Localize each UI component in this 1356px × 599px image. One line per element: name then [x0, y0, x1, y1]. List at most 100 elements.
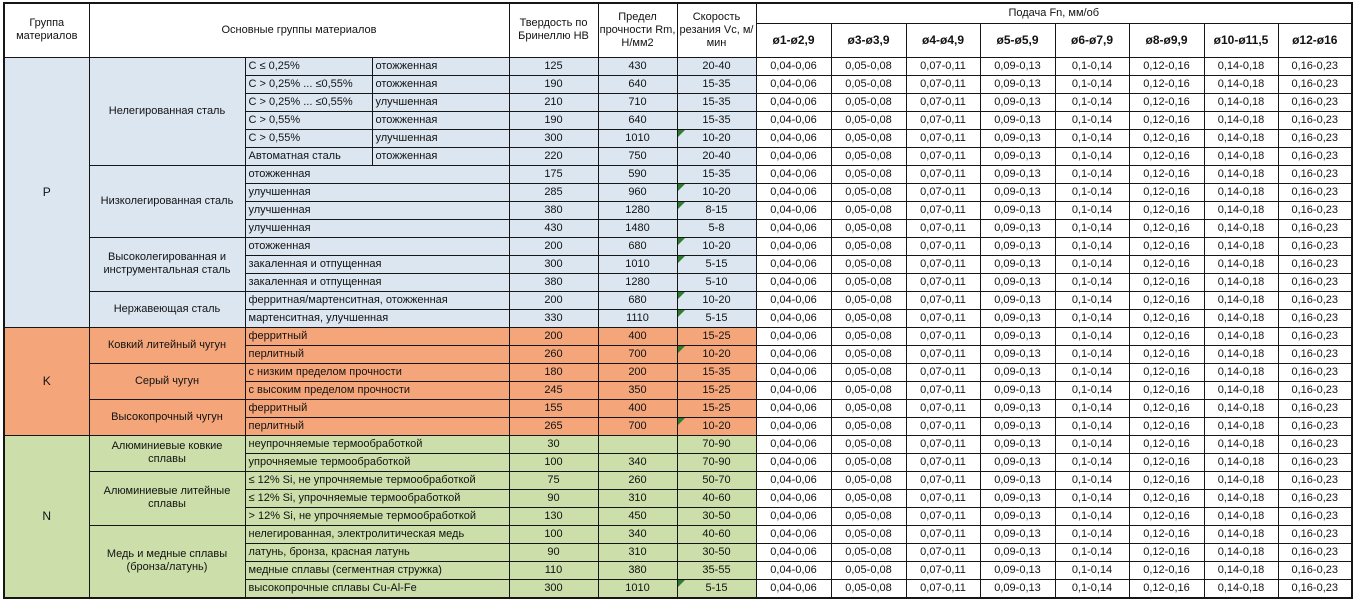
- strength-cell[interactable]: 700: [597, 416, 678, 436]
- feed-cell[interactable]: 0,16-0,23: [1277, 506, 1353, 526]
- feed-cell[interactable]: 0,1-0,14: [1054, 452, 1130, 472]
- header-cell-strength[interactable]: Предел прочности Rm, Н/мм2: [597, 2, 678, 58]
- feed-cell[interactable]: 0,16-0,23: [1277, 434, 1353, 454]
- material-detail-cell[interactable]: медные сплавы (сегментная стружка): [244, 560, 510, 580]
- feed-cell[interactable]: 0,05-0,08: [830, 380, 907, 400]
- feed-cell[interactable]: 0,12-0,16: [1128, 218, 1205, 238]
- strength-cell[interactable]: [597, 434, 678, 454]
- feed-cell[interactable]: 0,07-0,11: [905, 272, 981, 292]
- feed-cell[interactable]: 0,05-0,08: [830, 344, 907, 364]
- hardness-cell[interactable]: 90: [508, 542, 599, 562]
- subgroup-name-cell[interactable]: Серый чугун: [88, 362, 246, 400]
- feed-cell[interactable]: 0,14-0,18: [1203, 344, 1279, 364]
- feed-cell[interactable]: 0,05-0,08: [830, 110, 907, 130]
- feed-cell[interactable]: 0,12-0,16: [1128, 344, 1205, 364]
- feed-cell[interactable]: 0,12-0,16: [1128, 128, 1205, 148]
- material-detail-cell[interactable]: Автоматная сталь: [244, 146, 373, 166]
- feed-cell[interactable]: 0,07-0,11: [905, 524, 981, 544]
- speed-cell[interactable]: 70-90: [676, 434, 757, 454]
- feed-cell[interactable]: 0,16-0,23: [1277, 524, 1353, 544]
- feed-cell[interactable]: 0,12-0,16: [1128, 182, 1205, 202]
- hardness-cell[interactable]: 190: [508, 110, 599, 130]
- speed-cell[interactable]: 20-40: [676, 56, 757, 76]
- material-state-cell[interactable]: отожженная: [371, 146, 510, 166]
- feed-cell[interactable]: 0,04-0,06: [755, 218, 832, 238]
- speed-cell[interactable]: 15-35: [676, 74, 757, 94]
- strength-cell[interactable]: 590: [597, 164, 678, 184]
- speed-cell[interactable]: 10-20: [676, 344, 757, 364]
- subgroup-name-cell[interactable]: Алюминиевые ковкие сплавы: [88, 434, 246, 472]
- feed-cell[interactable]: 0,12-0,16: [1128, 452, 1205, 472]
- feed-cell[interactable]: 0,05-0,08: [830, 182, 907, 202]
- feed-cell[interactable]: 0,04-0,06: [755, 254, 832, 274]
- material-detail-cell[interactable]: нелегированная, электролитическая медь: [244, 524, 510, 544]
- feed-cell[interactable]: 0,16-0,23: [1277, 146, 1353, 166]
- speed-cell[interactable]: 10-20: [676, 128, 757, 148]
- feed-cell[interactable]: 0,07-0,11: [905, 164, 981, 184]
- hardness-cell[interactable]: 245: [508, 380, 599, 400]
- feed-cell[interactable]: 0,1-0,14: [1054, 254, 1130, 274]
- feed-cell[interactable]: 0,16-0,23: [1277, 236, 1353, 256]
- strength-cell[interactable]: 1010: [597, 578, 678, 598]
- feed-cell[interactable]: 0,09-0,13: [979, 380, 1056, 400]
- feed-cell[interactable]: 0,04-0,06: [755, 398, 832, 418]
- speed-cell[interactable]: 10-20: [676, 416, 757, 436]
- feed-cell[interactable]: 0,05-0,08: [830, 236, 907, 256]
- feed-cell[interactable]: 0,05-0,08: [830, 434, 907, 454]
- feed-cell[interactable]: 0,05-0,08: [830, 578, 907, 598]
- feed-cell[interactable]: 0,1-0,14: [1054, 74, 1130, 94]
- feed-cell[interactable]: 0,1-0,14: [1054, 416, 1130, 436]
- feed-cell[interactable]: 0,05-0,08: [830, 200, 907, 220]
- feed-cell[interactable]: 0,07-0,11: [905, 200, 981, 220]
- feed-cell[interactable]: 0,12-0,16: [1128, 308, 1205, 328]
- feed-cell[interactable]: 0,14-0,18: [1203, 434, 1279, 454]
- feed-cell[interactable]: 0,1-0,14: [1054, 308, 1130, 328]
- feed-cell[interactable]: 0,16-0,23: [1277, 128, 1353, 148]
- speed-cell[interactable]: 8-15: [676, 200, 757, 220]
- strength-cell[interactable]: 450: [597, 506, 678, 526]
- hardness-cell[interactable]: 175: [508, 164, 599, 184]
- speed-cell[interactable]: 15-35: [676, 92, 757, 112]
- material-state-cell[interactable]: улучшенная: [371, 128, 510, 148]
- strength-cell[interactable]: 1110: [597, 308, 678, 328]
- hardness-cell[interactable]: 110: [508, 560, 599, 580]
- feed-cell[interactable]: 0,16-0,23: [1277, 200, 1353, 220]
- feed-cell[interactable]: 0,04-0,06: [755, 380, 832, 400]
- feed-cell[interactable]: 0,05-0,08: [830, 416, 907, 436]
- speed-cell[interactable]: 15-25: [676, 398, 757, 418]
- feed-cell[interactable]: 0,16-0,23: [1277, 272, 1353, 292]
- feed-cell[interactable]: 0,05-0,08: [830, 470, 907, 490]
- feed-cell[interactable]: 0,09-0,13: [979, 488, 1056, 508]
- subgroup-name-cell[interactable]: Медь и медные сплавы (бронза/латунь): [88, 524, 246, 598]
- feed-cell[interactable]: 0,12-0,16: [1128, 272, 1205, 292]
- speed-cell[interactable]: 15-35: [676, 362, 757, 382]
- feed-cell[interactable]: 0,04-0,06: [755, 560, 832, 580]
- hardness-cell[interactable]: 380: [508, 272, 599, 292]
- feed-cell[interactable]: 0,1-0,14: [1054, 470, 1130, 490]
- feed-cell[interactable]: 0,14-0,18: [1203, 380, 1279, 400]
- feed-cell[interactable]: 0,14-0,18: [1203, 74, 1279, 94]
- feed-cell[interactable]: 0,12-0,16: [1128, 434, 1205, 454]
- strength-cell[interactable]: 400: [597, 398, 678, 418]
- feed-cell[interactable]: 0,14-0,18: [1203, 578, 1279, 598]
- header-cell-main-groups[interactable]: Основные группы материалов: [88, 2, 510, 58]
- subgroup-name-cell[interactable]: Нелегированная сталь: [88, 56, 246, 166]
- feed-cell[interactable]: 0,1-0,14: [1054, 236, 1130, 256]
- feed-cell[interactable]: 0,09-0,13: [979, 542, 1056, 562]
- material-detail-cell[interactable]: отожженная: [244, 164, 510, 184]
- feed-cell[interactable]: 0,09-0,13: [979, 308, 1056, 328]
- feed-cell[interactable]: 0,12-0,16: [1128, 326, 1205, 346]
- speed-cell[interactable]: 10-20: [676, 182, 757, 202]
- feed-cell[interactable]: 0,07-0,11: [905, 578, 981, 598]
- feed-cell[interactable]: 0,05-0,08: [830, 272, 907, 292]
- feed-cell[interactable]: 0,12-0,16: [1128, 362, 1205, 382]
- header-cell-diameter[interactable]: ø12-ø16: [1277, 22, 1353, 58]
- strength-cell[interactable]: 310: [597, 488, 678, 508]
- speed-cell[interactable]: 35-55: [676, 560, 757, 580]
- hardness-cell[interactable]: 330: [508, 308, 599, 328]
- speed-cell[interactable]: 70-90: [676, 452, 757, 472]
- hardness-cell[interactable]: 75: [508, 470, 599, 490]
- material-detail-cell[interactable]: с низким пределом прочности: [244, 362, 510, 382]
- feed-cell[interactable]: 0,1-0,14: [1054, 524, 1130, 544]
- subgroup-name-cell[interactable]: Низколегированная сталь: [88, 164, 246, 238]
